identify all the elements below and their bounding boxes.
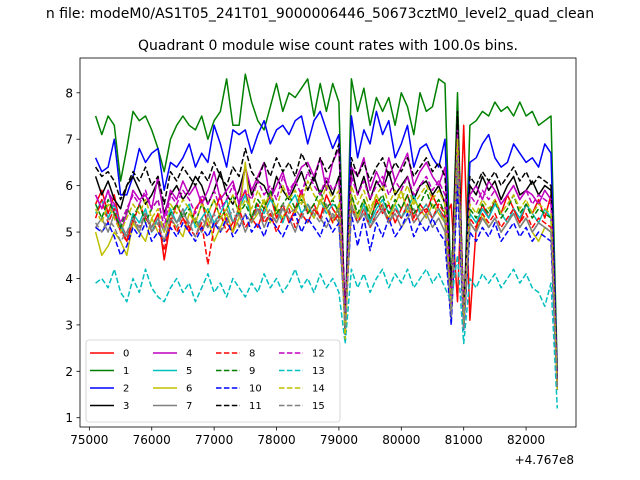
y-tick-label: 2 xyxy=(65,365,73,379)
legend-item-module-7: 7 xyxy=(153,401,192,412)
series-line-module-9 xyxy=(94,138,559,386)
legend-label: 1 xyxy=(123,366,129,377)
series-layer xyxy=(94,73,559,409)
legend-label: 11 xyxy=(249,401,262,412)
legend-item-module-1: 1 xyxy=(90,366,129,377)
legend-label: 15 xyxy=(312,401,325,412)
legend-item-module-3: 3 xyxy=(90,401,129,412)
series-line-module-11 xyxy=(94,110,559,381)
legend-label: 12 xyxy=(312,349,325,360)
series-line-module-15 xyxy=(94,157,559,390)
legend-item-module-4: 4 xyxy=(153,349,192,360)
legend-label: 14 xyxy=(312,384,325,395)
series-line-module-14 xyxy=(94,138,559,390)
y-tick-label: 1 xyxy=(65,411,73,425)
series-line-module-10 xyxy=(95,184,559,390)
figure-suptitle: n file: modeM0/AS1T05_241T01_9000006446_… xyxy=(46,6,594,22)
legend-label: 6 xyxy=(186,384,192,395)
series-line-module-1 xyxy=(94,73,559,372)
legend-item-module-9: 9 xyxy=(216,366,255,377)
series-line-module-3 xyxy=(94,115,559,386)
series-line-module-5 xyxy=(94,161,559,390)
x-tick-label: 79000 xyxy=(320,433,358,447)
axes-layer: 75000 76000 77000 78000 79000 80000 81000 82000… xyxy=(65,57,577,447)
legend-frame xyxy=(85,339,341,423)
legend-item-module-5: 5 xyxy=(153,366,192,377)
y-tick-label: 3 xyxy=(65,318,73,332)
legend-item-module-15: 15 xyxy=(279,401,325,412)
chart-title: Quadrant 0 module wise count rates with … xyxy=(138,38,518,54)
legend-item-module-10: 10 xyxy=(216,384,262,395)
legend-label: 13 xyxy=(312,366,325,377)
legend-item-module-11: 11 xyxy=(216,401,262,412)
x-axis-offset-label: +4.767e8 xyxy=(515,453,574,467)
legend-item-module-8: 8 xyxy=(216,349,255,360)
series-line-module-2 xyxy=(94,110,559,381)
legend-item-module-14: 14 xyxy=(279,384,325,395)
x-tick-label: 78000 xyxy=(257,433,295,447)
series-line-module-13 xyxy=(95,254,559,409)
legend-label: 7 xyxy=(186,401,192,412)
legend-label: 10 xyxy=(249,384,262,395)
x-tick-label: 77000 xyxy=(195,433,233,447)
x-tick-label: 76000 xyxy=(133,433,171,447)
series-line-module-12 xyxy=(94,133,559,386)
y-tick-label: 7 xyxy=(65,133,73,147)
legend-item-module-6: 6 xyxy=(153,384,192,395)
y-tick-label: 5 xyxy=(65,226,73,240)
legend-label: 0 xyxy=(123,349,129,360)
x-tick-label: 80000 xyxy=(382,433,420,447)
legend-item-module-13: 13 xyxy=(279,366,325,377)
plot-frame xyxy=(79,57,577,428)
legend-label: 3 xyxy=(123,401,129,412)
x-tick-label: 75000 xyxy=(70,433,108,447)
legend-item-module-12: 12 xyxy=(279,349,325,360)
legend-label: 4 xyxy=(186,349,192,360)
x-tick-label: 81000 xyxy=(445,433,483,447)
legend-item-module-0: 0 xyxy=(90,349,129,360)
x-tick-label: 82000 xyxy=(507,433,545,447)
y-tick-label: 6 xyxy=(65,179,73,193)
legend-label: 2 xyxy=(123,384,129,395)
legend-label: 5 xyxy=(186,366,192,377)
y-tick-label: 4 xyxy=(65,272,73,286)
legend-item-module-2: 2 xyxy=(90,384,129,395)
y-tick-label: 8 xyxy=(65,86,73,100)
legend-label: 8 xyxy=(249,349,255,360)
legend-label: 9 xyxy=(249,366,255,377)
